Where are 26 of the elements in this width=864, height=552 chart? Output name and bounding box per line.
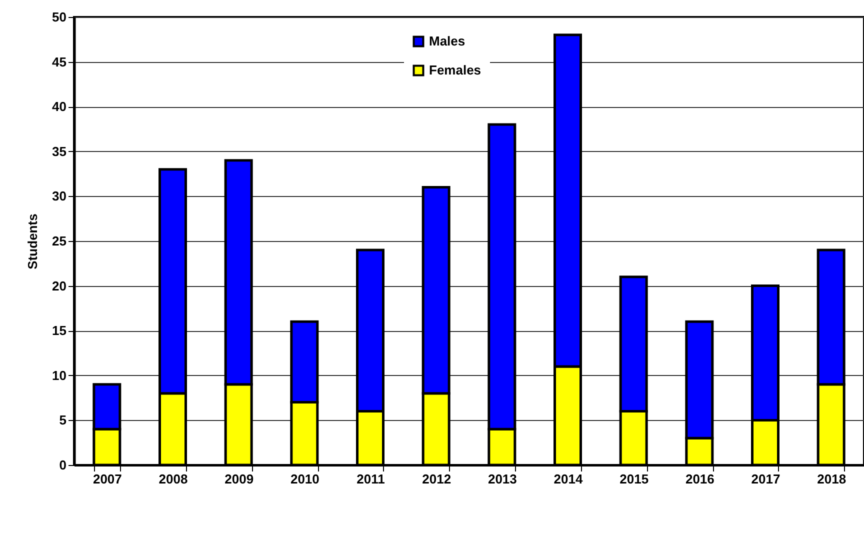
- y-tick-label: 25: [52, 234, 66, 248]
- y-axis-title: Students: [25, 214, 40, 270]
- y-tick-label: 20: [52, 278, 66, 294]
- x-tick-label: 2011: [356, 472, 385, 486]
- legend-label: Females: [429, 62, 482, 78]
- y-tick-label: 50: [52, 10, 66, 24]
- x-tick-label: 2017: [751, 472, 780, 486]
- x-tick-label: 2012: [422, 472, 452, 486]
- y-tick-label: 45: [52, 54, 66, 70]
- y-tick-label: 30: [52, 188, 66, 204]
- x-tick-label: 2013: [488, 472, 517, 486]
- y-tick-label: 0: [59, 458, 66, 472]
- y-tick-label: 15: [52, 323, 66, 338]
- y-tick-label: 40: [52, 99, 66, 114]
- y-tick-label: 5: [59, 412, 66, 428]
- x-tick-label: 2018: [817, 472, 846, 486]
- x-tick-label: 2010: [290, 472, 320, 486]
- y-tick-label: 10: [52, 368, 66, 383]
- x-tick-label: 2009: [224, 472, 254, 486]
- legend-label: Males: [429, 34, 466, 48]
- x-tick-label: 2008: [158, 472, 188, 486]
- y-tick-label: 35: [52, 144, 66, 159]
- x-tick-label: 2016: [685, 472, 714, 486]
- x-tick-label: 2007: [92, 472, 122, 486]
- x-tick-label: 2015: [620, 472, 649, 486]
- x-tick-label: 2014: [554, 472, 584, 486]
